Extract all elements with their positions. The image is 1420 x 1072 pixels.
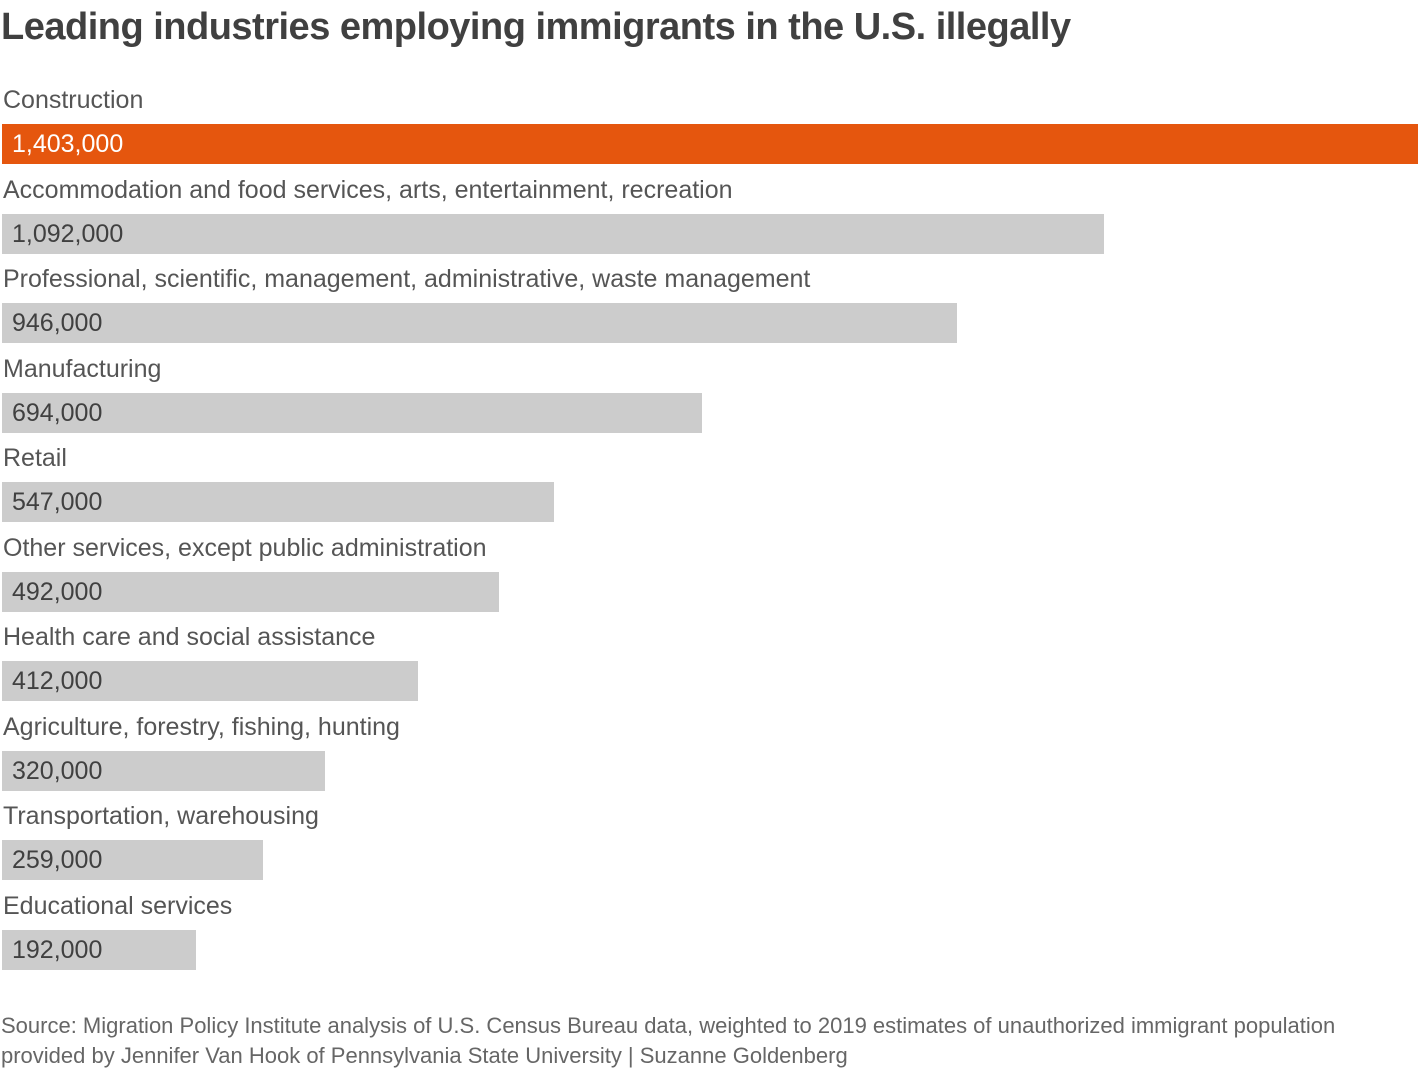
bar: [2, 661, 418, 701]
bar-chart: Construction 1,403,000 Accommodation and f…: [2, 86, 1418, 970]
bar-value-label: 192,000: [12, 935, 103, 964]
category-label: Educational services: [3, 891, 233, 920]
category-label: Transportation, warehousing: [3, 802, 319, 830]
category-label: Health care and social assistance: [3, 623, 376, 651]
category-label: Construction: [3, 86, 144, 114]
bar-value-label: 547,000: [12, 488, 103, 516]
bar-value-label: 320,000: [12, 756, 103, 785]
category-label: Accommodation and food services, arts, e…: [3, 175, 733, 204]
bar-value-label: 412,000: [12, 667, 103, 695]
bar: [2, 482, 554, 522]
bar-value-label: 259,000: [12, 846, 103, 874]
bar: [2, 840, 263, 880]
bar: [2, 303, 957, 343]
bar: [2, 750, 325, 791]
bar: [2, 213, 1104, 254]
bar: [2, 929, 196, 970]
bar-value-label: 1,403,000: [12, 130, 124, 158]
bar: [2, 124, 1418, 164]
bar-value-label: 694,000: [12, 398, 103, 427]
category-label: Professional, scientific, management, ad…: [3, 265, 811, 293]
category-label: Other services, except public administra…: [3, 533, 487, 562]
category-label: Manufacturing: [3, 354, 162, 383]
category-label: Agriculture, forestry, fishing, hunting: [3, 712, 400, 741]
bar: [2, 392, 702, 433]
chart-title: Leading industries employing immigrants …: [1, 6, 1071, 48]
source-note: Source: Migration Policy Institute analy…: [1, 1013, 1336, 1068]
bar-value-label: 1,092,000: [12, 219, 124, 248]
bar-value-label: 492,000: [12, 577, 103, 606]
bar-value-label: 946,000: [12, 309, 103, 337]
category-label: Retail: [3, 444, 67, 472]
bar: [2, 571, 499, 612]
